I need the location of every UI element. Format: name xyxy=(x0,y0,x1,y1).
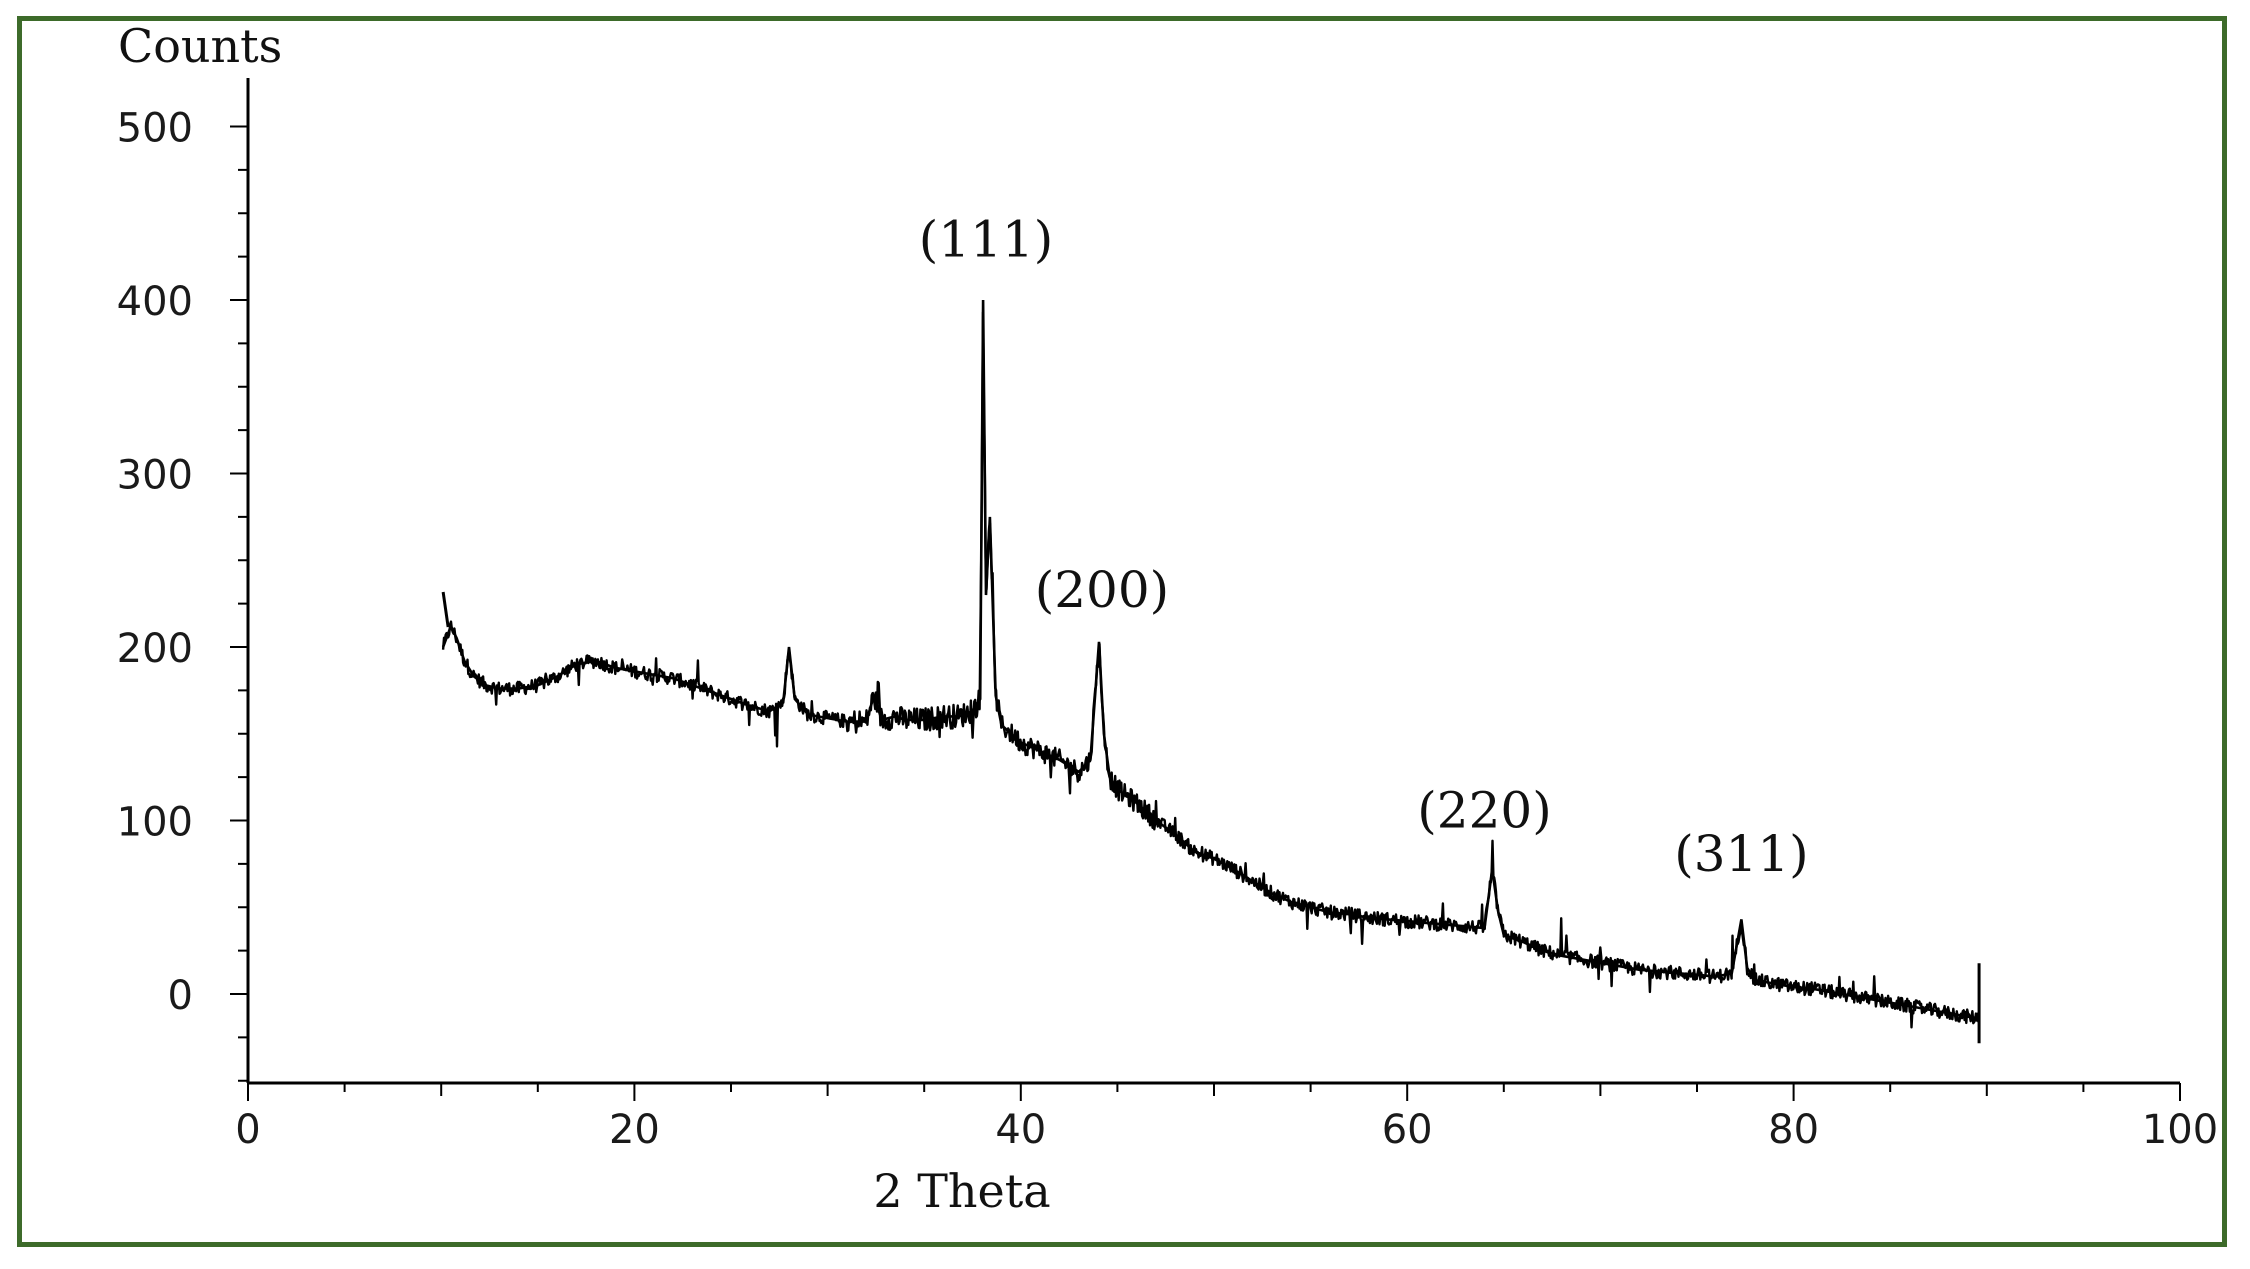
y-tick-label: 400 xyxy=(117,279,193,325)
start-marker xyxy=(441,591,450,628)
annotations: (111) (200) (220) (311) xyxy=(919,211,1809,883)
x-tick-label: 20 xyxy=(609,1107,660,1153)
y-tick-label: 0 xyxy=(168,973,193,1019)
x-tick-label: 40 xyxy=(995,1107,1046,1153)
x-tick-label: 100 xyxy=(2142,1107,2218,1153)
y-tick-label: 100 xyxy=(117,800,193,846)
x-tick-label: 80 xyxy=(1768,1107,1819,1153)
xrd-series-peaks xyxy=(441,299,1980,1020)
peak-annotation: (200) xyxy=(1035,561,1169,619)
y-tick-label: 200 xyxy=(117,626,193,672)
axes xyxy=(246,78,2180,1085)
peak-annotation: (220) xyxy=(1417,781,1551,839)
x-tick-label: 0 xyxy=(235,1107,260,1153)
xrd-series-line xyxy=(441,311,1980,1029)
y-tick-label: 500 xyxy=(117,106,193,152)
peak-annotation: (111) xyxy=(919,211,1053,269)
peak-annotation: (311) xyxy=(1674,825,1808,883)
ticks: 0 100 200 300 400 500 0 20 40 60 80 100 xyxy=(117,106,2219,1154)
x-tick-label: 60 xyxy=(1382,1107,1433,1153)
y-axis-label: Counts xyxy=(118,19,282,73)
x-axis-label: 2 Theta xyxy=(873,1164,1050,1218)
figure-frame xyxy=(17,16,2227,1247)
y-tick-label: 300 xyxy=(117,453,193,499)
series-layer xyxy=(441,299,1981,1044)
